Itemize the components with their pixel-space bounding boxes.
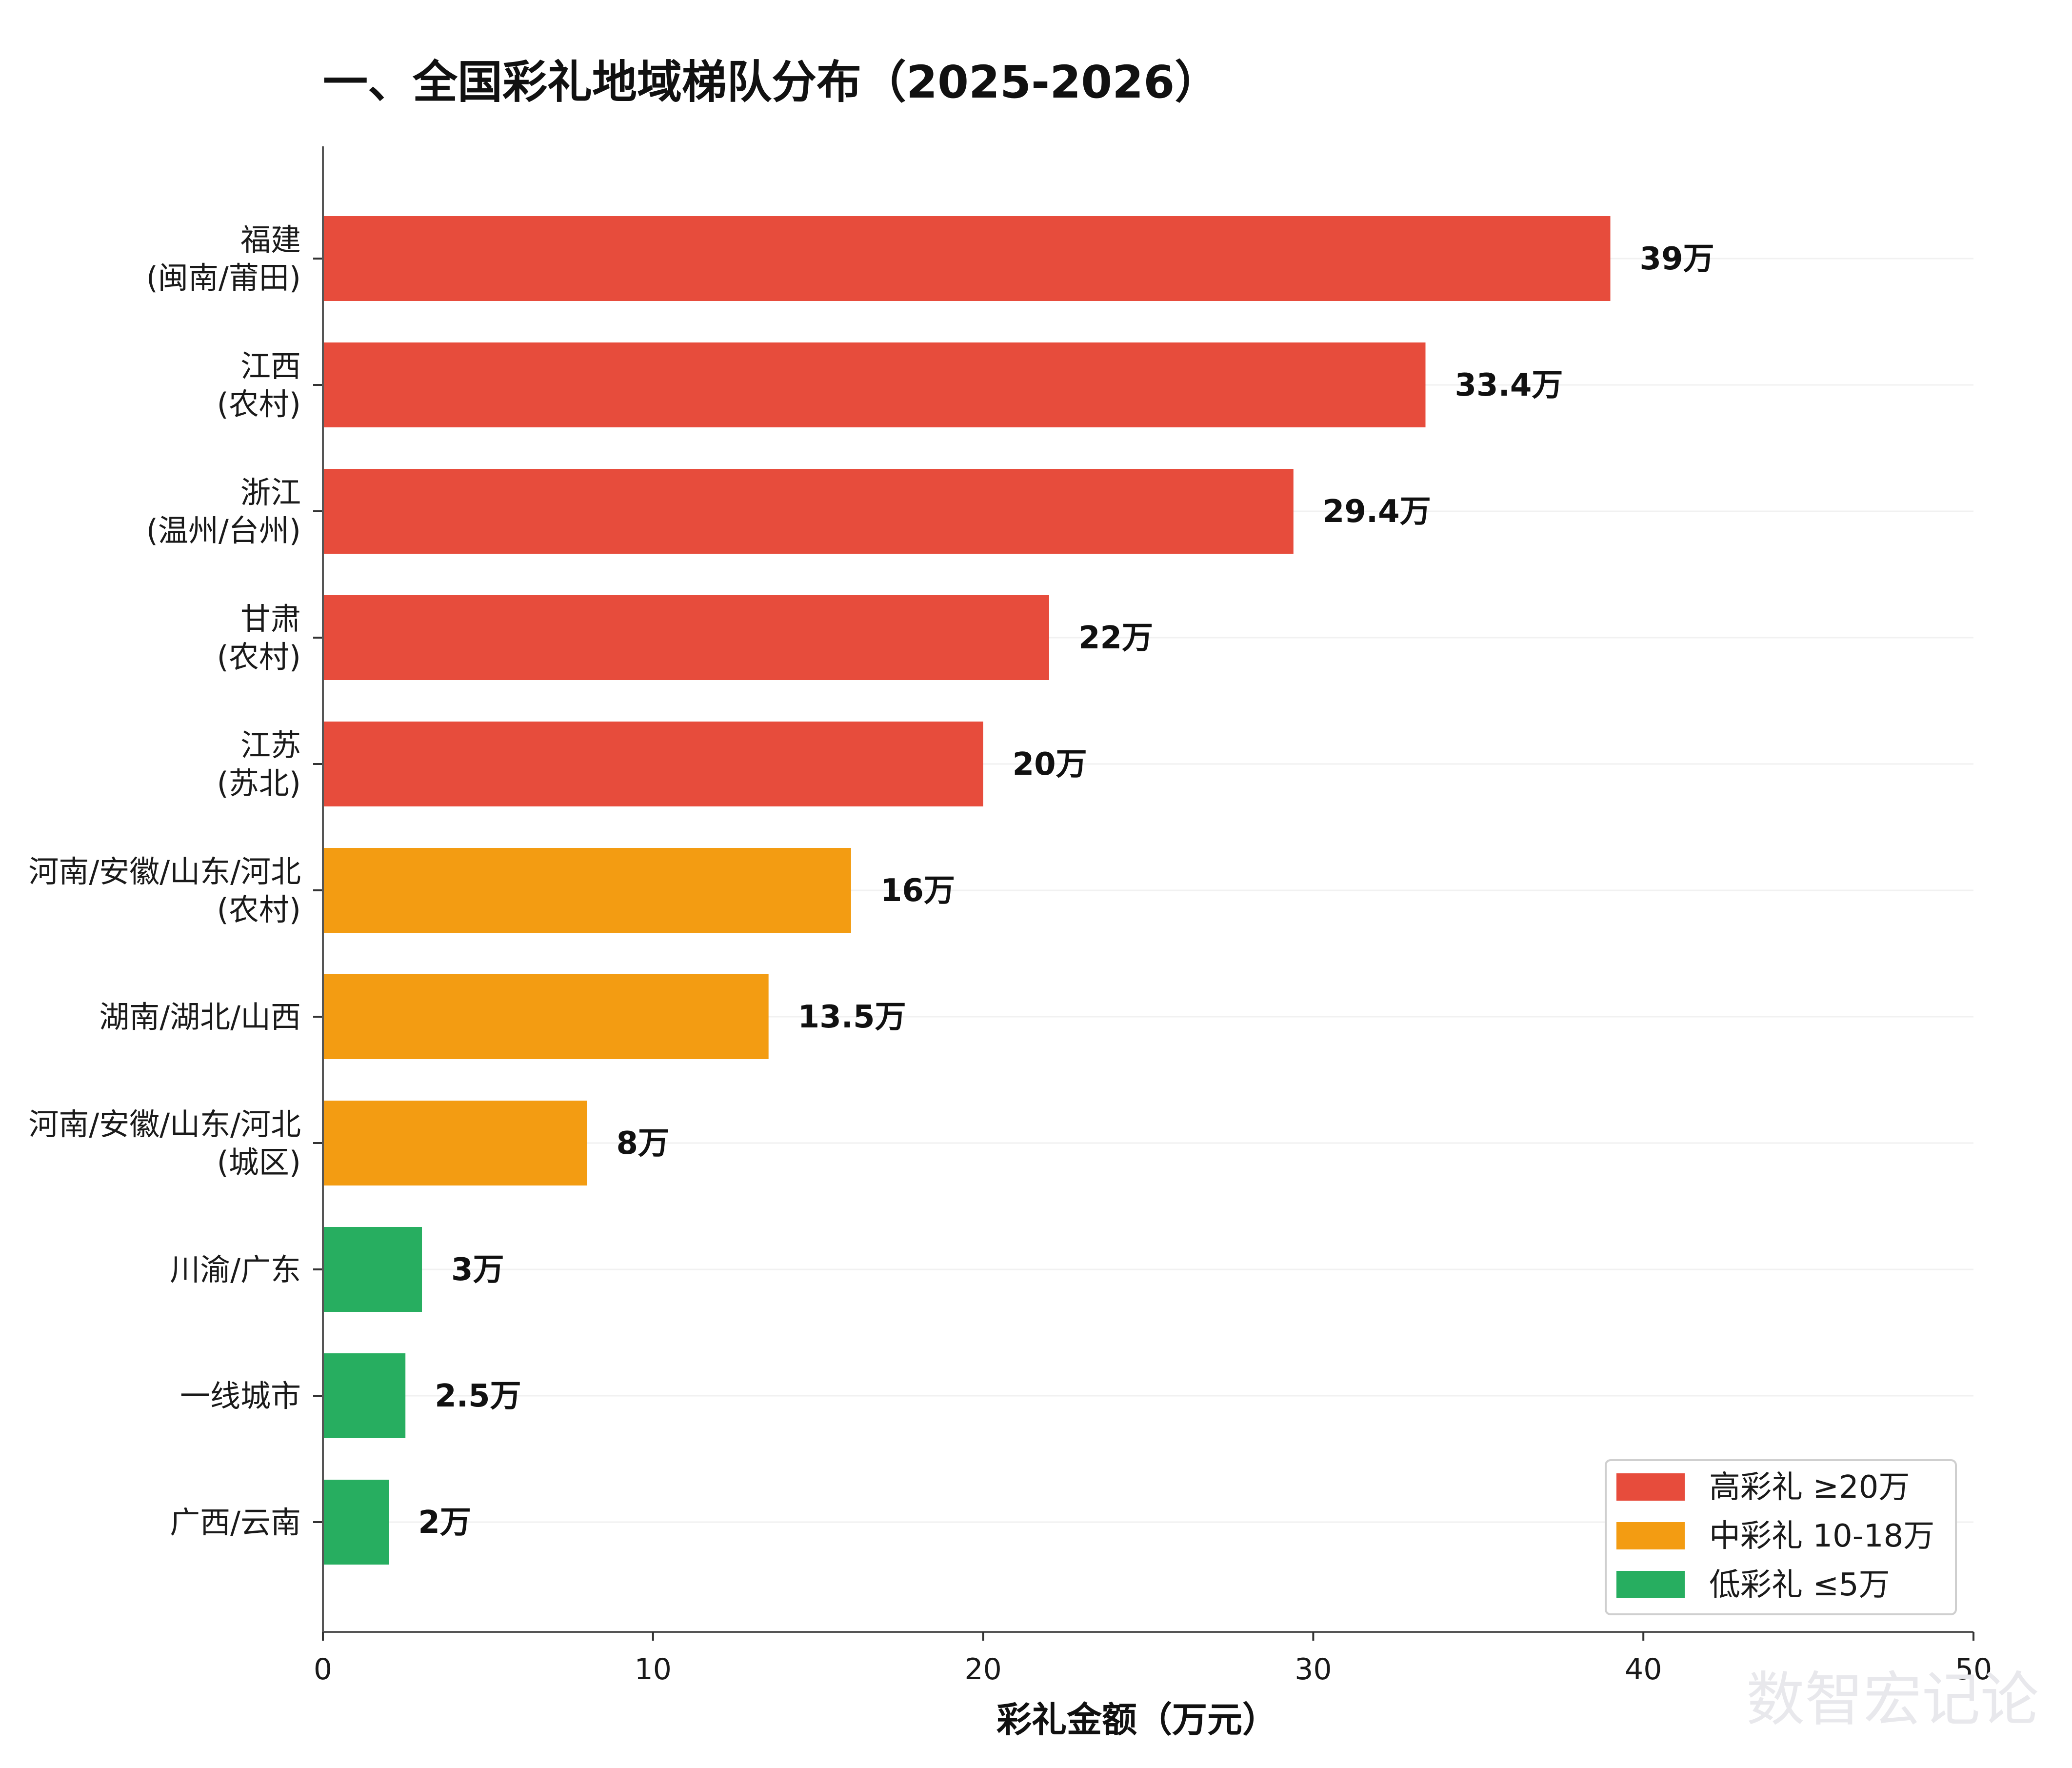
x-ticks: 0 10 20 30 40 50 bbox=[314, 1632, 1992, 1687]
category-label: (苏北) bbox=[217, 765, 301, 801]
value-label: 8万 bbox=[616, 1125, 669, 1162]
bar bbox=[323, 1480, 389, 1565]
category-labels: 福建(闽南/莆田)江西(农村)浙江(温州/台州)甘肃(农村)江苏(苏北)河南/安… bbox=[28, 222, 301, 1540]
x-tick-label: 40 bbox=[1625, 1652, 1662, 1687]
bar bbox=[323, 1101, 587, 1185]
legend-box bbox=[1605, 1459, 1957, 1615]
value-label: 2万 bbox=[418, 1505, 471, 1541]
x-tick-label: 20 bbox=[964, 1652, 1001, 1687]
legend-label: 低彩礼 ≤5万 bbox=[1709, 1567, 1890, 1603]
legend-label: 中彩礼 10-18万 bbox=[1709, 1518, 1934, 1554]
legend-swatch bbox=[1616, 1473, 1685, 1501]
category-label: 江苏 bbox=[240, 727, 301, 763]
category-label: 福建 bbox=[240, 222, 301, 258]
x-tick-label: 0 bbox=[314, 1652, 332, 1687]
watermark: 数智宏记论 bbox=[1746, 1666, 2039, 1734]
category-label: 河南/安徽/山东/河北 bbox=[28, 854, 301, 889]
legend-swatch bbox=[1616, 1522, 1685, 1549]
x-tick-label: 10 bbox=[635, 1652, 672, 1687]
value-label: 13.5万 bbox=[798, 999, 906, 1035]
category-label: 甘肃 bbox=[240, 601, 301, 637]
bar bbox=[323, 848, 851, 933]
category-label: 浙江 bbox=[240, 475, 301, 510]
category-label: 江西 bbox=[240, 348, 301, 384]
value-label: 39万 bbox=[1640, 241, 1714, 277]
category-label: (农村) bbox=[217, 386, 301, 422]
value-label: 3万 bbox=[451, 1252, 504, 1288]
category-label: 川渝/广东 bbox=[170, 1252, 301, 1287]
bar bbox=[323, 1353, 406, 1438]
category-label: (城区) bbox=[217, 1145, 301, 1180]
category-label: 河南/安徽/山东/河北 bbox=[28, 1106, 301, 1142]
x-tick-label: 50 bbox=[1955, 1652, 1992, 1687]
x-axis-label: 彩礼金额（万元） bbox=[996, 1699, 1277, 1740]
bar bbox=[323, 216, 1611, 301]
value-label: 33.4万 bbox=[1455, 367, 1563, 403]
category-label: 一线城市 bbox=[180, 1378, 301, 1414]
value-label: 22万 bbox=[1078, 620, 1153, 656]
category-label: (农村) bbox=[217, 892, 301, 927]
value-labels: 39万 33.4万 29.4万 22万 20万 16万 13.5万 8万 3万 2.5万 2万 bbox=[418, 241, 1714, 1541]
legend-label: 高彩礼 ≥20万 bbox=[1709, 1469, 1910, 1506]
value-label: 16万 bbox=[880, 873, 955, 909]
bar bbox=[323, 469, 1294, 554]
category-label: (农村) bbox=[217, 639, 301, 675]
value-label: 29.4万 bbox=[1323, 494, 1431, 530]
bar bbox=[323, 342, 1426, 427]
axes bbox=[313, 146, 1973, 1633]
category-label: 广西/云南 bbox=[170, 1505, 301, 1540]
bar bbox=[323, 595, 1049, 680]
bar bbox=[323, 722, 983, 806]
value-label: 20万 bbox=[1013, 746, 1087, 783]
category-label: (温州/台州) bbox=[146, 513, 301, 548]
bar bbox=[323, 974, 769, 1059]
legend-swatch bbox=[1616, 1571, 1685, 1598]
bars bbox=[323, 216, 1611, 1565]
chart-title: 一、全国彩礼地域梯队分布（2025-2026） bbox=[323, 56, 1219, 108]
category-label: (闽南/莆田) bbox=[146, 260, 301, 296]
value-label: 2.5万 bbox=[435, 1378, 521, 1414]
bar bbox=[323, 1227, 422, 1312]
category-label: 湖南/湖北/山西 bbox=[99, 999, 301, 1035]
x-tick-label: 30 bbox=[1295, 1652, 1332, 1687]
